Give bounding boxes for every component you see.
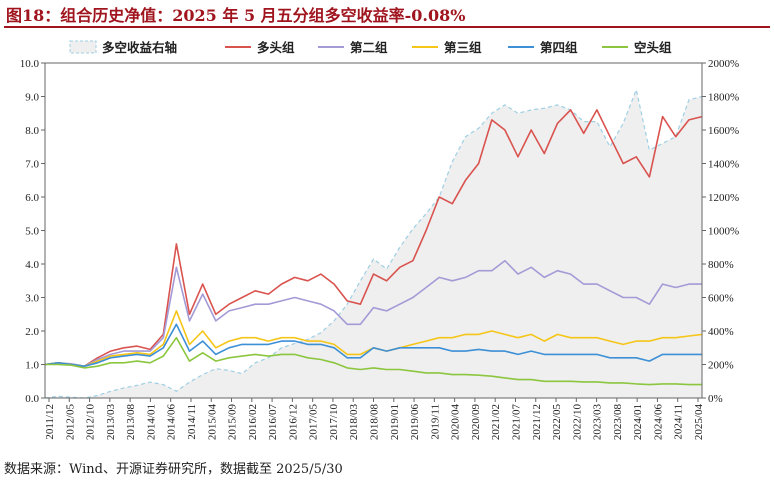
x-tick-label: 2025/04 [693, 404, 705, 441]
x-tick-label: 2024/01 [632, 404, 644, 440]
chart-title: 图18：组合历史净值：2025 年 5 月五分组多空收益率-0.08% [6, 6, 466, 25]
legend-label-1: 多头组 [257, 40, 295, 55]
x-tick-label: 2011/12 [44, 404, 56, 440]
y-left-tick-label: 6.0 [25, 192, 39, 204]
y-left-tick-label: 8.0 [25, 125, 39, 137]
x-tick-label: 2016/02 [247, 404, 259, 440]
x-tick-label: 2018/08 [369, 404, 381, 441]
x-tick-label: 2019/11 [429, 404, 441, 440]
x-tick-label: 2021/12 [531, 404, 543, 440]
y-right-tick-label: 200% [708, 360, 734, 372]
area-fill-long-short [45, 89, 702, 399]
x-tick-label: 2013/08 [125, 404, 137, 441]
series-line-4 [44, 323, 702, 368]
x-tick-label: 2014/11 [186, 404, 198, 440]
x-tick-label: 2012/05 [64, 404, 76, 441]
y-left-tick-label: 9.0 [25, 92, 39, 104]
y-left-tick-label: 4.0 [25, 259, 39, 271]
x-tick-label: 2023/03 [592, 404, 604, 441]
x-tick-label: 2024/06 [652, 404, 664, 441]
legend-swatch-long-short [69, 40, 97, 54]
y-left-tick-label: 0.0 [25, 393, 39, 405]
x-tick-label: 2022/10 [571, 404, 583, 441]
x-tick-label: 2015/09 [227, 404, 239, 441]
y-left-tick-label: 5.0 [25, 226, 39, 238]
line-chart: 0.0 1.0 2.0 3.0 4.0 5.0 6.0 7.0 8.0 9.0 10.0 0% 200%… [20, 40, 739, 440]
x-tick-label: 2020/09 [470, 404, 482, 441]
y-right-tick-label: 600% [708, 293, 734, 305]
y-right-tick-label: 400% [708, 326, 734, 338]
x-tick-label: 2014/01 [145, 404, 157, 440]
x-tick-label: 2021/02 [490, 404, 502, 440]
x-tick-label: 2023/08 [612, 404, 624, 441]
y-right-tick-label: 2000% [708, 58, 739, 70]
legend-label-3: 第三组 [444, 40, 482, 55]
x-tick-label: 2012/10 [85, 404, 97, 441]
x-tick-label: 2017/05 [308, 404, 320, 441]
x-tick-label: 2019/01 [389, 404, 401, 440]
y-left-tick-label: 7.0 [25, 159, 39, 171]
x-tick-label: 2024/11 [673, 404, 685, 440]
y-right-tick-label: 0% [708, 393, 723, 405]
y-left-tick-label: 10.0 [20, 58, 40, 70]
y-right-tick-label: 1400% [708, 159, 739, 171]
y-left-tick-label: 2.0 [25, 326, 39, 338]
series-line-5 [45, 336, 702, 386]
title-divider [4, 26, 770, 28]
x-tick-label: 2017/10 [328, 404, 340, 441]
series-line-long-short [44, 87, 703, 399]
x-tick-label: 2018/03 [348, 404, 360, 441]
series-line-2 [44, 259, 702, 368]
y-right-tick-label: 800% [708, 259, 734, 271]
x-tick-label: 2016/07 [267, 404, 279, 441]
y-right-tick-label: 1800% [708, 92, 739, 104]
x-tick-label: 2013/03 [105, 404, 117, 441]
y-left-tick-label: 3.0 [25, 293, 39, 305]
legend-label-2: 第二组 [350, 40, 388, 55]
x-tick-label: 2016/12 [287, 404, 299, 440]
series-line-1 [44, 109, 703, 368]
y-right-tick-label: 1600% [708, 125, 739, 137]
legend-label-4: 第四组 [540, 40, 578, 55]
legend-label-5: 空头组 [634, 40, 672, 55]
x-tick-label: 2014/06 [166, 404, 178, 441]
x-tick-label: 2015/04 [206, 404, 218, 441]
y-right-tick-label: 1000% [708, 226, 739, 238]
x-tick-label: 2019/06 [409, 404, 421, 441]
y-left-tick-label: 1.0 [25, 360, 39, 372]
x-tick-label: 2020/04 [450, 404, 462, 441]
y-right-tick-label: 1200% [708, 192, 739, 204]
x-tick-label: 2022/05 [551, 404, 563, 441]
x-tick-label: 2021/07 [510, 404, 522, 441]
legend: 多空收益右轴 多头组 第二组 第三组 第四组 空头组 [69, 40, 672, 55]
plot-area: 0.0 1.0 2.0 3.0 4.0 5.0 6.0 7.0 8.0 9.0 10.0 0% 200%… [20, 58, 739, 440]
data-source-note: 数据来源：Wind、开源证券研究所，数据截至 2025/5/30 [4, 462, 343, 477]
legend-label-0: 多空收益右轴 [102, 40, 177, 55]
